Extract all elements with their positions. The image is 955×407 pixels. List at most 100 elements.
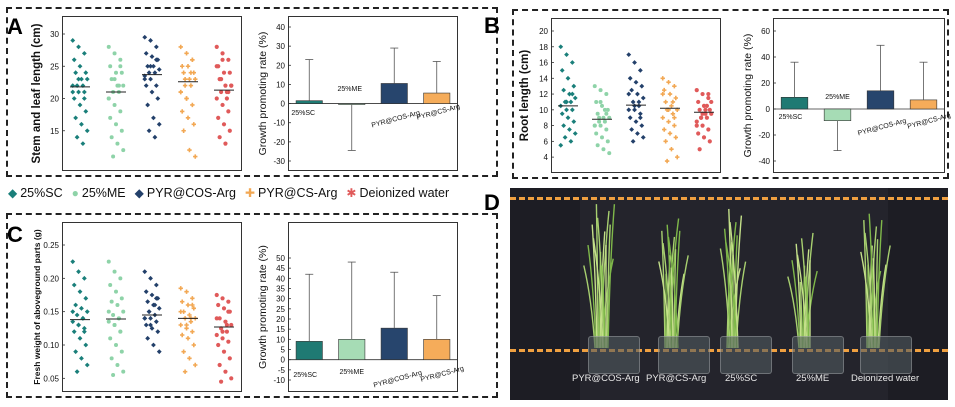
scatter-point [118, 64, 123, 69]
scatter-point [188, 70, 194, 75]
bar [338, 103, 366, 105]
scatter-point [640, 135, 646, 140]
scatter-point [694, 119, 699, 124]
scatter-point [118, 329, 123, 334]
bar [423, 339, 451, 360]
scatter-point [572, 131, 578, 136]
scatter-point [148, 38, 153, 43]
scatter-point [703, 107, 708, 112]
scatter-point [190, 296, 195, 301]
plant-leaf [667, 236, 679, 349]
scatter-point [214, 96, 219, 101]
scatter-point [694, 123, 699, 128]
scatter-point [187, 356, 192, 361]
scatter-point [118, 276, 123, 281]
scatter-point [664, 158, 670, 164]
y-axis-title: Growth promoting rate (%) [257, 245, 269, 369]
scatter-point [214, 292, 219, 298]
scatter-point [109, 356, 114, 361]
scatter-point [223, 369, 228, 374]
legend-label: 25%ME [81, 186, 126, 200]
scatter-point [81, 275, 87, 281]
y-tick-label: 20 [50, 95, 59, 104]
scatter-point [112, 323, 117, 327]
y-tick-label: 0.10 [43, 341, 59, 350]
y-tick-label: 45 [276, 264, 285, 273]
scatter-point [220, 102, 225, 108]
y-tick-label: -10 [273, 376, 285, 385]
scatter-point [184, 51, 189, 56]
y-tick-label: 12 [539, 90, 548, 99]
scatter-point [155, 329, 161, 335]
scatter-point [84, 128, 90, 134]
scatter-point [76, 269, 81, 275]
scatter-point [77, 335, 83, 341]
y-axis-title: Growth promoting rate (%) [257, 32, 269, 156]
scatter-point [604, 127, 609, 132]
scatter-point [77, 63, 83, 69]
y-tick-label: 0.20 [43, 274, 59, 283]
scatter-point [106, 259, 111, 264]
plant-leaf [662, 242, 672, 349]
scatter-point [142, 34, 148, 40]
scatter-point [121, 309, 126, 314]
scatter-point [227, 128, 232, 133]
scatter-point [639, 123, 645, 128]
scatter-point [73, 115, 79, 121]
category-label: 25%ME [825, 94, 850, 101]
y-tick-label: 10 [276, 335, 285, 344]
scatter-point [696, 99, 701, 105]
scatter-point [106, 319, 111, 324]
scatter-point [119, 128, 124, 133]
scatter-point [151, 115, 156, 121]
y-tick-label: 14 [539, 74, 548, 83]
scatter-point [224, 96, 229, 101]
y-tick-label: 30 [276, 295, 285, 304]
scatter-point [178, 44, 183, 50]
bar [823, 108, 852, 121]
bar [380, 327, 408, 360]
scatter-point [564, 99, 569, 105]
scatter-point [227, 70, 232, 75]
scatter-point [597, 115, 602, 120]
category-label: 25%ME [339, 369, 364, 376]
scatter-point [184, 289, 189, 294]
scatter-point [224, 329, 229, 334]
scatter-point [84, 76, 90, 82]
scatter-point [145, 299, 151, 305]
plant-leaf [719, 248, 731, 349]
y-tick-label: 25 [276, 305, 285, 314]
scatter-point [567, 127, 572, 132]
scatter-point [73, 349, 79, 355]
scatter-point [114, 289, 118, 294]
scatter-point [112, 102, 117, 107]
scatter-point [666, 119, 671, 124]
scatter-point [83, 109, 89, 114]
scatter-point [81, 50, 87, 56]
scatter-point [640, 95, 646, 101]
y-axis-title: Growth promoting rate (%) [742, 34, 754, 158]
scatter-point [114, 70, 118, 75]
bar [423, 92, 451, 104]
scatter-point [223, 319, 228, 324]
scatter-point [629, 87, 635, 93]
scatter-point [673, 95, 678, 101]
scatter-point [223, 83, 228, 88]
legend-label: PYR@CS-Arg [258, 186, 338, 200]
category-label: PYR@COS-Arg [373, 370, 423, 390]
scatter-point [607, 151, 612, 156]
scatter-point [149, 292, 155, 298]
y-tick-label: 0 [766, 105, 771, 114]
scatter-point [700, 91, 705, 97]
scatter-point [184, 322, 189, 328]
scatter-point [673, 135, 678, 140]
scatter-point [145, 335, 151, 341]
y-tick-label: 18 [539, 43, 548, 52]
y-tick-label: 5 [281, 346, 286, 355]
top-reference-line [510, 197, 948, 200]
scatter-point [632, 103, 637, 109]
scatter-point [156, 121, 162, 127]
scatter-point [558, 142, 564, 148]
scatter-point [83, 70, 89, 76]
